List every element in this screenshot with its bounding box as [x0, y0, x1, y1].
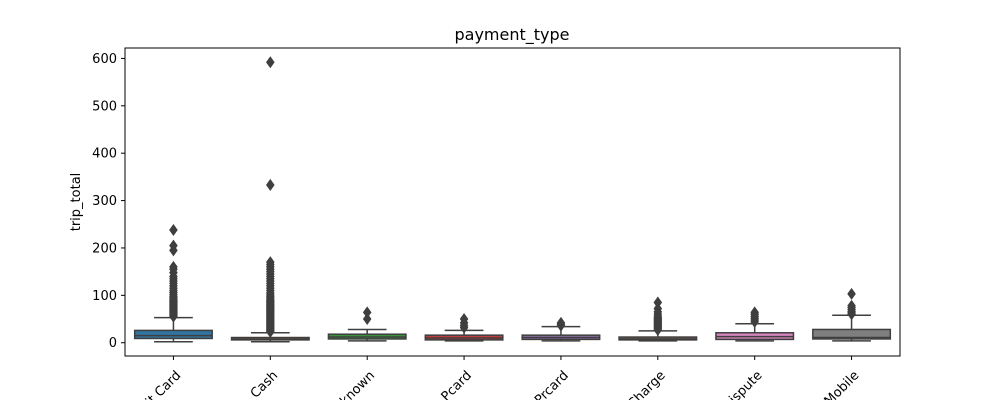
chart-title: payment_type — [454, 25, 569, 45]
box-iqr — [812, 328, 892, 340]
outlier-point — [653, 296, 663, 309]
x-tick-label: Charge — [625, 368, 669, 400]
box-group — [715, 306, 795, 342]
outlier-point — [266, 178, 275, 191]
box-group — [521, 316, 601, 342]
box-group — [424, 313, 504, 342]
outlier-point — [169, 260, 178, 273]
x-axis-ticks: it Card Cash known Pcard Prcard Charge ispute M… — [143, 356, 862, 400]
box-group — [327, 306, 407, 342]
y-tick-label: 600 — [92, 52, 117, 67]
plot-area — [133, 56, 892, 343]
outlier-point — [653, 302, 663, 315]
outlier-point — [362, 313, 372, 326]
y-tick-label: 400 — [92, 147, 117, 162]
y-axis-ticks: 0 100 200 300 400 500 600 — [92, 52, 125, 351]
outlier-point — [750, 306, 759, 319]
y-tick-label: 300 — [92, 194, 117, 209]
outlier-point — [266, 56, 275, 69]
outlier-point — [459, 313, 469, 326]
box-group — [133, 223, 213, 343]
y-tick-label: 0 — [109, 336, 117, 351]
box-group — [618, 296, 698, 342]
axes-frame — [124, 47, 901, 357]
outlier-point — [847, 287, 856, 300]
x-tick-label: Cash — [248, 368, 281, 400]
outlier-point — [266, 256, 275, 269]
x-tick-label: known — [337, 368, 378, 400]
y-tick-label: 200 — [92, 241, 117, 256]
outlier-point — [362, 306, 372, 319]
x-tick-label: Mobile — [822, 368, 863, 400]
x-tick-label: Pcard — [439, 368, 475, 400]
y-axis-label: trip_total — [69, 173, 84, 232]
x-tick-label: ispute — [727, 368, 766, 400]
y-tick-label: 500 — [92, 99, 117, 114]
box-group — [812, 287, 892, 342]
outlier-point — [847, 299, 856, 312]
box-group — [230, 56, 310, 343]
box-iqr — [133, 329, 213, 340]
y-tick-label: 100 — [92, 289, 117, 304]
x-tick-label: it Card — [143, 368, 184, 400]
outlier-point — [169, 223, 178, 236]
x-tick-label: Prcard — [532, 368, 572, 400]
outlier-point — [169, 239, 178, 252]
